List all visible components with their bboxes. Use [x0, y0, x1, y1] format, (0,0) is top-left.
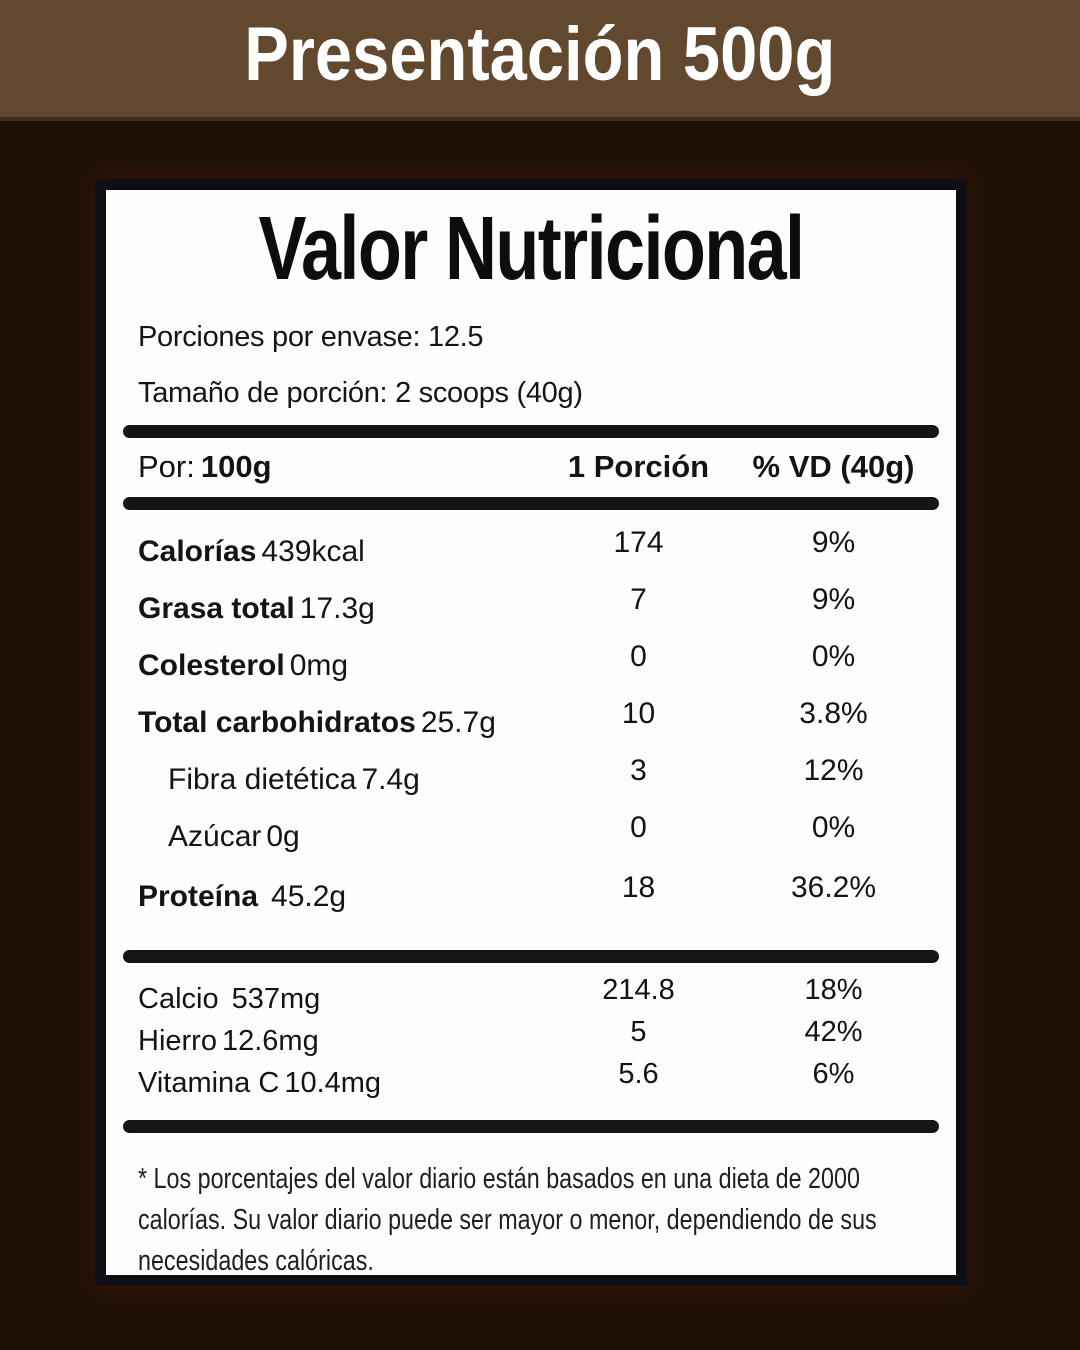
servings-per-container: Porciones por envase: 12.5	[138, 321, 484, 353]
nutrient-name: Hierro	[138, 1024, 217, 1057]
portion-value: 214.8	[602, 973, 675, 1006]
micronutrient-row-iron: Hierro 12.6mg 5 42%	[126, 1016, 936, 1062]
column-header-portion: 1 Porción	[567, 449, 710, 484]
dv-value: 3.8%	[799, 696, 868, 730]
nutrient-name: Proteína	[138, 880, 259, 913]
label-title: Valor Nutricional	[258, 199, 806, 299]
nutrient-name: Total carbohidratos	[138, 705, 416, 739]
nutrient-amount: 25.7g	[420, 705, 496, 739]
portion-value: 5	[630, 1015, 647, 1048]
nutrient-row-calories: Calorías 439kcal 174 9%	[126, 523, 936, 580]
nutrient-rows: Calorías 439kcal 174 9% Grasa total 17.3g …	[126, 523, 936, 929]
nutrient-name: Grasa total	[138, 591, 295, 625]
dv-value: 0%	[811, 639, 856, 673]
nutrient-name: Calcio	[138, 982, 219, 1015]
nutrient-name: Fibra dietética	[168, 762, 357, 796]
portion-value: 7	[630, 582, 647, 616]
portion-value: 0	[630, 810, 647, 844]
nutrient-label: Colesterol 0mg	[138, 649, 546, 683]
divider-bar-minerals	[123, 950, 939, 963]
nutrient-row-sugar: Azúcar 0g 0 0%	[126, 808, 936, 865]
per-prefix: Por:	[138, 449, 195, 484]
nutrient-label: Grasa total 17.3g	[138, 592, 546, 626]
serving-size: Tamaño de porción: 2 scoops (40g)	[138, 377, 583, 409]
nutrient-name: Azúcar	[168, 819, 262, 853]
portion-value: 174	[613, 525, 664, 559]
nutrient-amount: 45.2g	[271, 880, 347, 913]
nutrient-label: Vitamina C 10.4mg	[138, 1067, 546, 1100]
nutrient-amount: 12.6mg	[221, 1024, 319, 1057]
nutrient-name: Colesterol	[138, 648, 285, 682]
dv-value: 9%	[811, 525, 856, 559]
nutrient-row-total-fat: Grasa total 17.3g 7 9%	[126, 580, 936, 637]
dv-value: 6%	[812, 1057, 855, 1090]
nutrient-amount: 17.3g	[299, 591, 375, 625]
nutrient-label: Proteína 45.2g	[138, 880, 546, 914]
nutrient-amount: 10.4mg	[284, 1066, 382, 1099]
nutrient-row-dietary-fiber: Fibra dietética 7.4g 3 12%	[126, 751, 936, 808]
header-banner: Presentación 500g	[0, 0, 1080, 121]
portion-value: 3	[630, 753, 647, 787]
nutrient-label: Calcio 537mg	[138, 983, 546, 1016]
dv-value: 18%	[804, 973, 863, 1006]
nutrient-label: Azúcar 0g	[138, 820, 546, 854]
portion-value: 5.6	[618, 1057, 659, 1090]
micronutrient-row-vitamin-c: Vitamina C 10.4mg 5.6 6%	[126, 1058, 936, 1104]
divider-bar-top	[123, 425, 939, 438]
nutrient-amount: 439kcal	[261, 534, 365, 568]
nutrient-label: Fibra dietética 7.4g	[138, 763, 546, 797]
dv-value: 9%	[811, 582, 856, 616]
nutrition-label-card: Valor Nutricional Porciones por envase: …	[95, 179, 967, 1286]
divider-bar-header	[123, 497, 939, 510]
dv-value: 42%	[804, 1015, 863, 1048]
nutrient-amount: 7.4g	[361, 762, 420, 796]
portion-value: 0	[630, 639, 647, 673]
divider-bar-bottom	[123, 1120, 939, 1133]
nutrient-amount: 0g	[266, 819, 300, 853]
dv-value: 12%	[803, 753, 864, 787]
nutrient-amount: 537mg	[231, 982, 321, 1015]
portion-value: 10	[621, 696, 656, 730]
micronutrient-rows: Calcio 537mg 214.8 18% Hierro 12.6mg 5 42%…	[126, 974, 936, 1104]
per-value: 100g	[200, 449, 272, 484]
dv-value: 0%	[811, 810, 856, 844]
banner-title: Presentación 500g	[244, 12, 836, 97]
nutrient-label: Total carbohidratos 25.7g	[138, 706, 546, 740]
micronutrient-row-calcium: Calcio 537mg 214.8 18%	[126, 974, 936, 1020]
nutrient-row-protein: Proteína 45.2g 18 36.2%	[126, 865, 936, 929]
nutrient-amount: 0mg	[289, 648, 349, 682]
nutrient-row-cholesterol: Colesterol 0mg 0 0%	[126, 637, 936, 694]
nutrient-label: Hierro 12.6mg	[138, 1025, 546, 1058]
nutrient-row-total-carbs: Total carbohidratos 25.7g 10 3.8%	[126, 694, 936, 751]
daily-value-footnote: * Los porcentajes del valor diario están…	[138, 1163, 877, 1278]
nutrient-name: Vitamina C	[138, 1066, 280, 1099]
column-header-row: Por: 100g 1 Porción % VD (40g)	[126, 438, 936, 496]
portion-value: 18	[621, 871, 656, 904]
column-header-per: Por: 100g	[138, 449, 546, 485]
column-header-daily-value: % VD (40g)	[752, 449, 915, 484]
nutrient-label: Calorías 439kcal	[138, 535, 546, 569]
nutrient-name: Calorías	[138, 534, 257, 568]
dv-value: 36.2%	[790, 871, 877, 904]
